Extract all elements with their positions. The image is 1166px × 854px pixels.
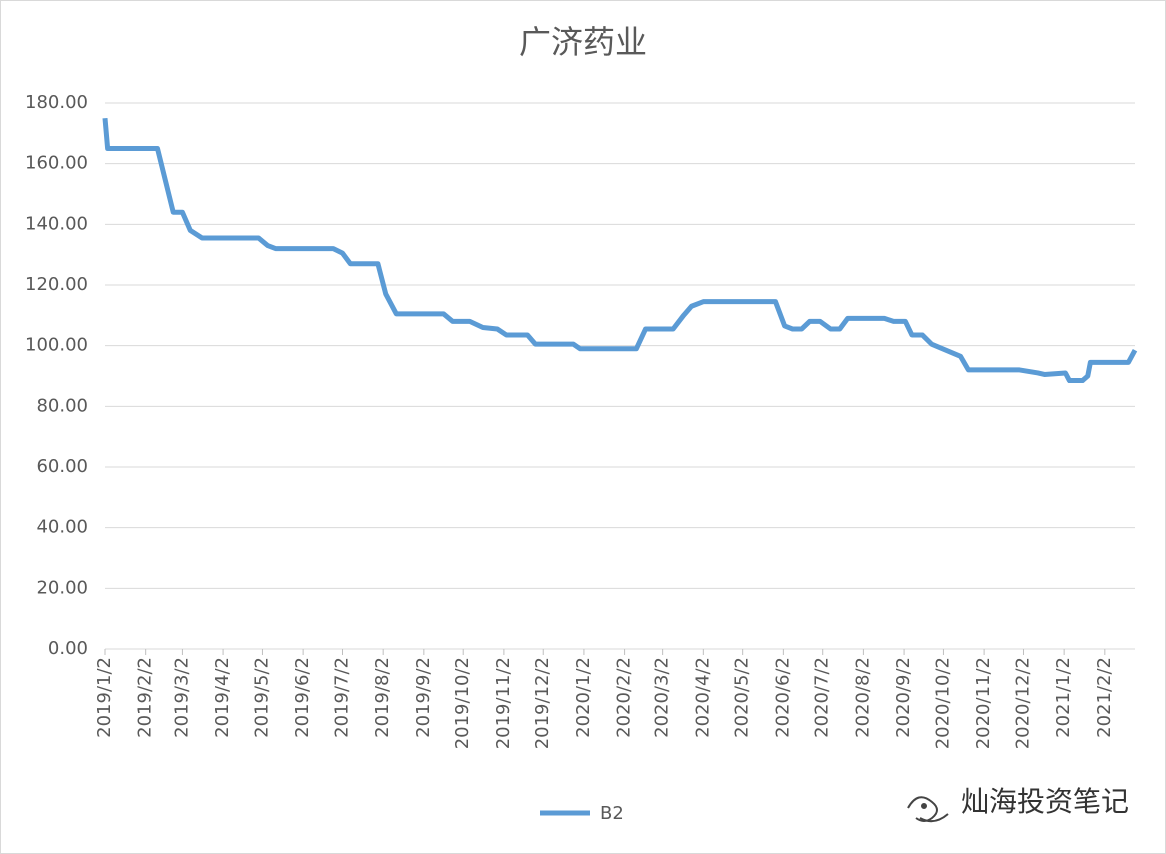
y-tick-label: 100.00 <box>25 335 88 356</box>
x-tick-label: 2020/8/2 <box>852 657 873 738</box>
x-tick-label: 2021/1/2 <box>1053 657 1074 738</box>
legend-label: B2 <box>600 803 624 824</box>
x-tick-label: 2019/12/2 <box>532 657 553 749</box>
x-tick-label: 2021/2/2 <box>1094 657 1115 738</box>
x-tick-label: 2020/5/2 <box>732 657 753 738</box>
x-tick-label: 2020/1/2 <box>573 657 594 738</box>
watermark-icon <box>907 796 949 823</box>
data-line <box>102 117 1138 384</box>
y-tick-label: 0.00 <box>48 638 88 659</box>
x-tick-label: 2020/3/2 <box>652 657 673 738</box>
x-tick-label: 2019/1/2 <box>94 657 115 738</box>
x-tick-label: 2019/6/2 <box>292 657 313 738</box>
x-tick-label: 2019/3/2 <box>171 657 192 738</box>
y-tick-label: 140.00 <box>25 213 88 234</box>
x-tick-label: 2019/2/2 <box>135 657 156 738</box>
x-tick-label: 2020/6/2 <box>772 657 793 738</box>
y-tick-label: 160.00 <box>25 153 88 174</box>
x-tick-label: 2019/5/2 <box>251 657 272 738</box>
y-tick-label: 20.00 <box>36 577 88 598</box>
x-tick-label: 2020/7/2 <box>812 657 833 738</box>
y-tick-label: 180.00 <box>25 92 88 113</box>
x-tick-label: 2020/12/2 <box>1012 657 1033 749</box>
x-tick-label: 2019/9/2 <box>413 657 434 738</box>
x-tick-label: 2020/9/2 <box>893 657 914 738</box>
x-tick-label: 2020/11/2 <box>973 657 994 749</box>
x-tick-label: 2020/4/2 <box>692 657 713 738</box>
x-tick-label: 2020/2/2 <box>614 657 635 738</box>
x-tick-label: 2019/7/2 <box>331 657 352 738</box>
x-tick-label: 2019/10/2 <box>452 657 473 749</box>
chart-title: 广济药业 <box>519 23 647 61</box>
watermark: 灿海投资笔记 <box>961 785 1129 818</box>
y-tick-label: 40.00 <box>36 517 88 538</box>
y-tick-label: 60.00 <box>36 456 88 477</box>
x-tick-label: 2019/11/2 <box>493 657 514 749</box>
x-tick-label: 2020/10/2 <box>932 657 953 749</box>
y-tick-label: 80.00 <box>36 395 88 416</box>
y-tick-label: 120.00 <box>25 274 88 295</box>
x-tick-label: 2019/8/2 <box>372 657 393 738</box>
x-tick-label: 2019/4/2 <box>212 657 233 738</box>
